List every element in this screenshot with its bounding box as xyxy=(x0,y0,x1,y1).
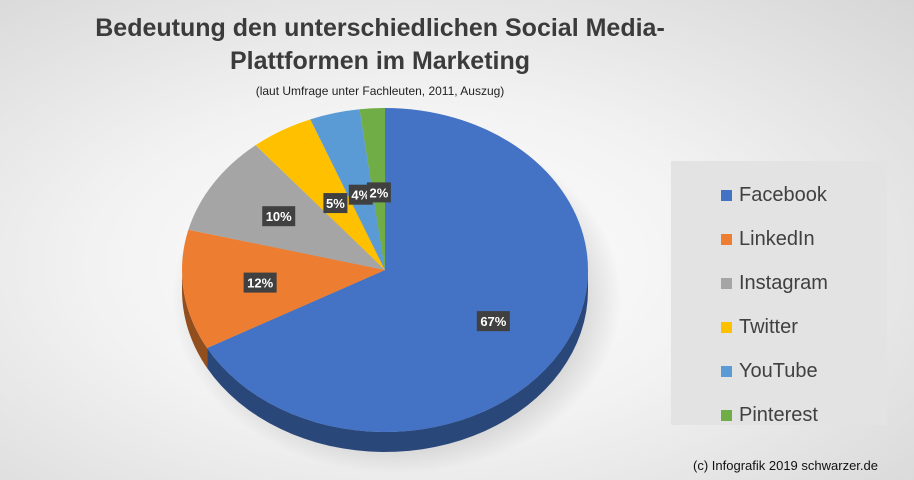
data-label-youtube: 4% xyxy=(348,184,373,205)
slice-twitter xyxy=(255,119,385,270)
legend-item-youtube: YouTube xyxy=(721,349,887,393)
data-label-facebook: 67% xyxy=(476,311,510,332)
legend-label: Twitter xyxy=(739,315,798,338)
legend-swatch xyxy=(721,321,732,333)
slice-youtube xyxy=(310,109,385,270)
svg-text:67%: 67% xyxy=(480,314,506,329)
legend-label: Facebook xyxy=(739,183,827,206)
legend-label: Instagram xyxy=(739,271,828,294)
credit-text: (c) Infografik 2019 schwarzer.de xyxy=(693,458,878,473)
slice-facebook xyxy=(207,108,589,433)
chart-subtitle: (laut Umfrage unter Fachleuten, 2011, Au… xyxy=(255,84,505,98)
svg-text:12%: 12% xyxy=(247,276,273,291)
legend-item-twitter: Twitter xyxy=(721,305,887,349)
data-label-linkedin: 12% xyxy=(243,272,277,293)
legend-label: LinkedIn xyxy=(739,227,815,250)
svg-text:5%: 5% xyxy=(326,196,345,211)
legend-item-instagram: Instagram xyxy=(721,261,887,305)
legend-item-facebook: Facebook xyxy=(721,173,887,217)
slice-side-linkedin xyxy=(182,270,208,369)
svg-text:10%: 10% xyxy=(266,209,292,224)
legend-swatch xyxy=(721,409,732,421)
chart-legend: Facebook LinkedIn Instagram Twitter YouTube P… xyxy=(671,161,887,426)
svg-text:4%: 4% xyxy=(351,188,370,203)
chart-title-line-2: Plattformen im Marketing xyxy=(229,47,531,75)
legend-swatch xyxy=(721,233,732,245)
chart-title-line-1: Bedeutung den unterschiedlichen Social M… xyxy=(95,14,665,42)
data-label-instagram: 10% xyxy=(262,206,296,227)
data-label-pinterest: 2% xyxy=(366,182,391,203)
legend-swatch xyxy=(721,365,732,377)
svg-text:2%: 2% xyxy=(369,185,388,200)
legend-label: YouTube xyxy=(739,359,818,382)
legend-label: Pinterest xyxy=(739,403,818,426)
legend-swatch xyxy=(721,277,732,289)
legend-item-pinterest: Pinterest xyxy=(721,393,887,437)
legend-item-linkedin: LinkedIn xyxy=(721,217,887,261)
legend-swatch xyxy=(721,189,732,201)
slice-linkedin xyxy=(182,229,385,349)
chart-title: Bedeutung den unterschiedlichen Social M… xyxy=(90,12,670,78)
data-label-twitter: 5% xyxy=(323,193,348,214)
